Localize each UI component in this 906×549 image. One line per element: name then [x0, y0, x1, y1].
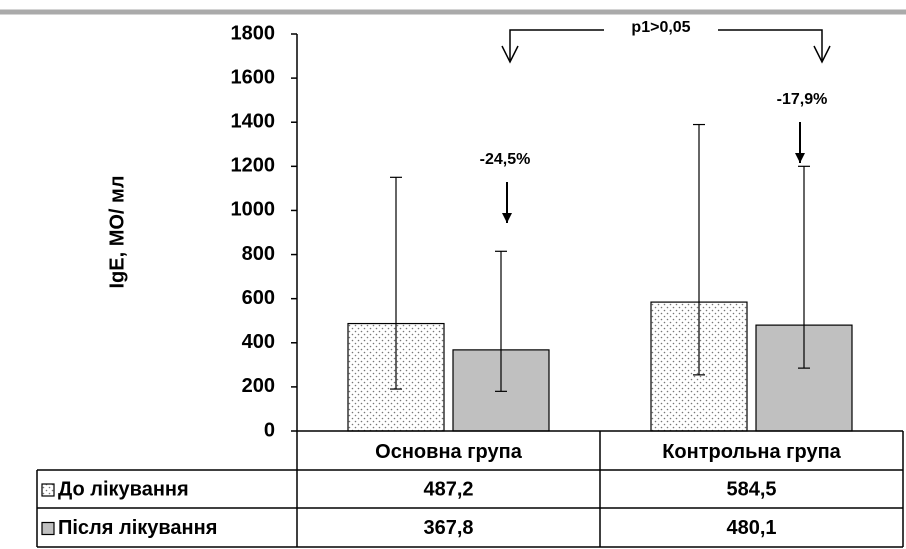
- y-tick-label: 1800: [231, 22, 276, 44]
- value-label: 480,1: [726, 517, 776, 539]
- legend-swatch: [41, 483, 55, 497]
- y-tick-label: 1000: [231, 199, 276, 221]
- value-label: 584,5: [726, 478, 776, 500]
- annotation: -24,5%: [480, 151, 531, 168]
- annotation: p1>0,05: [631, 19, 690, 36]
- value-label: 487,2: [423, 478, 473, 500]
- bracket: [509, 29, 823, 60]
- y-tick-label: 800: [242, 243, 275, 265]
- legend-swatch: [41, 521, 55, 536]
- value-label: 367,8: [423, 517, 473, 539]
- y-tick-label: 0: [264, 419, 275, 441]
- arrow-head: [795, 153, 805, 163]
- y-axis-label: IgE, МО/ мл: [106, 175, 128, 288]
- y-tick-label: 1200: [231, 155, 276, 177]
- y-tick-label: 400: [242, 331, 275, 353]
- legend-label: До лікування: [58, 478, 189, 500]
- y-tick-label: 200: [242, 375, 275, 397]
- x-tick-label: Основна група: [375, 441, 523, 463]
- arrow-head: [502, 213, 512, 223]
- y-tick-label: 600: [242, 287, 275, 309]
- bracket-arrow: [501, 45, 831, 64]
- x-tick-label: Контрольна група: [662, 441, 841, 463]
- y-tick-label: 1400: [231, 111, 276, 133]
- y-tick-label: 1600: [231, 66, 276, 88]
- legend-label: Після лікування: [58, 517, 217, 539]
- annotation: -17,9%: [777, 91, 828, 108]
